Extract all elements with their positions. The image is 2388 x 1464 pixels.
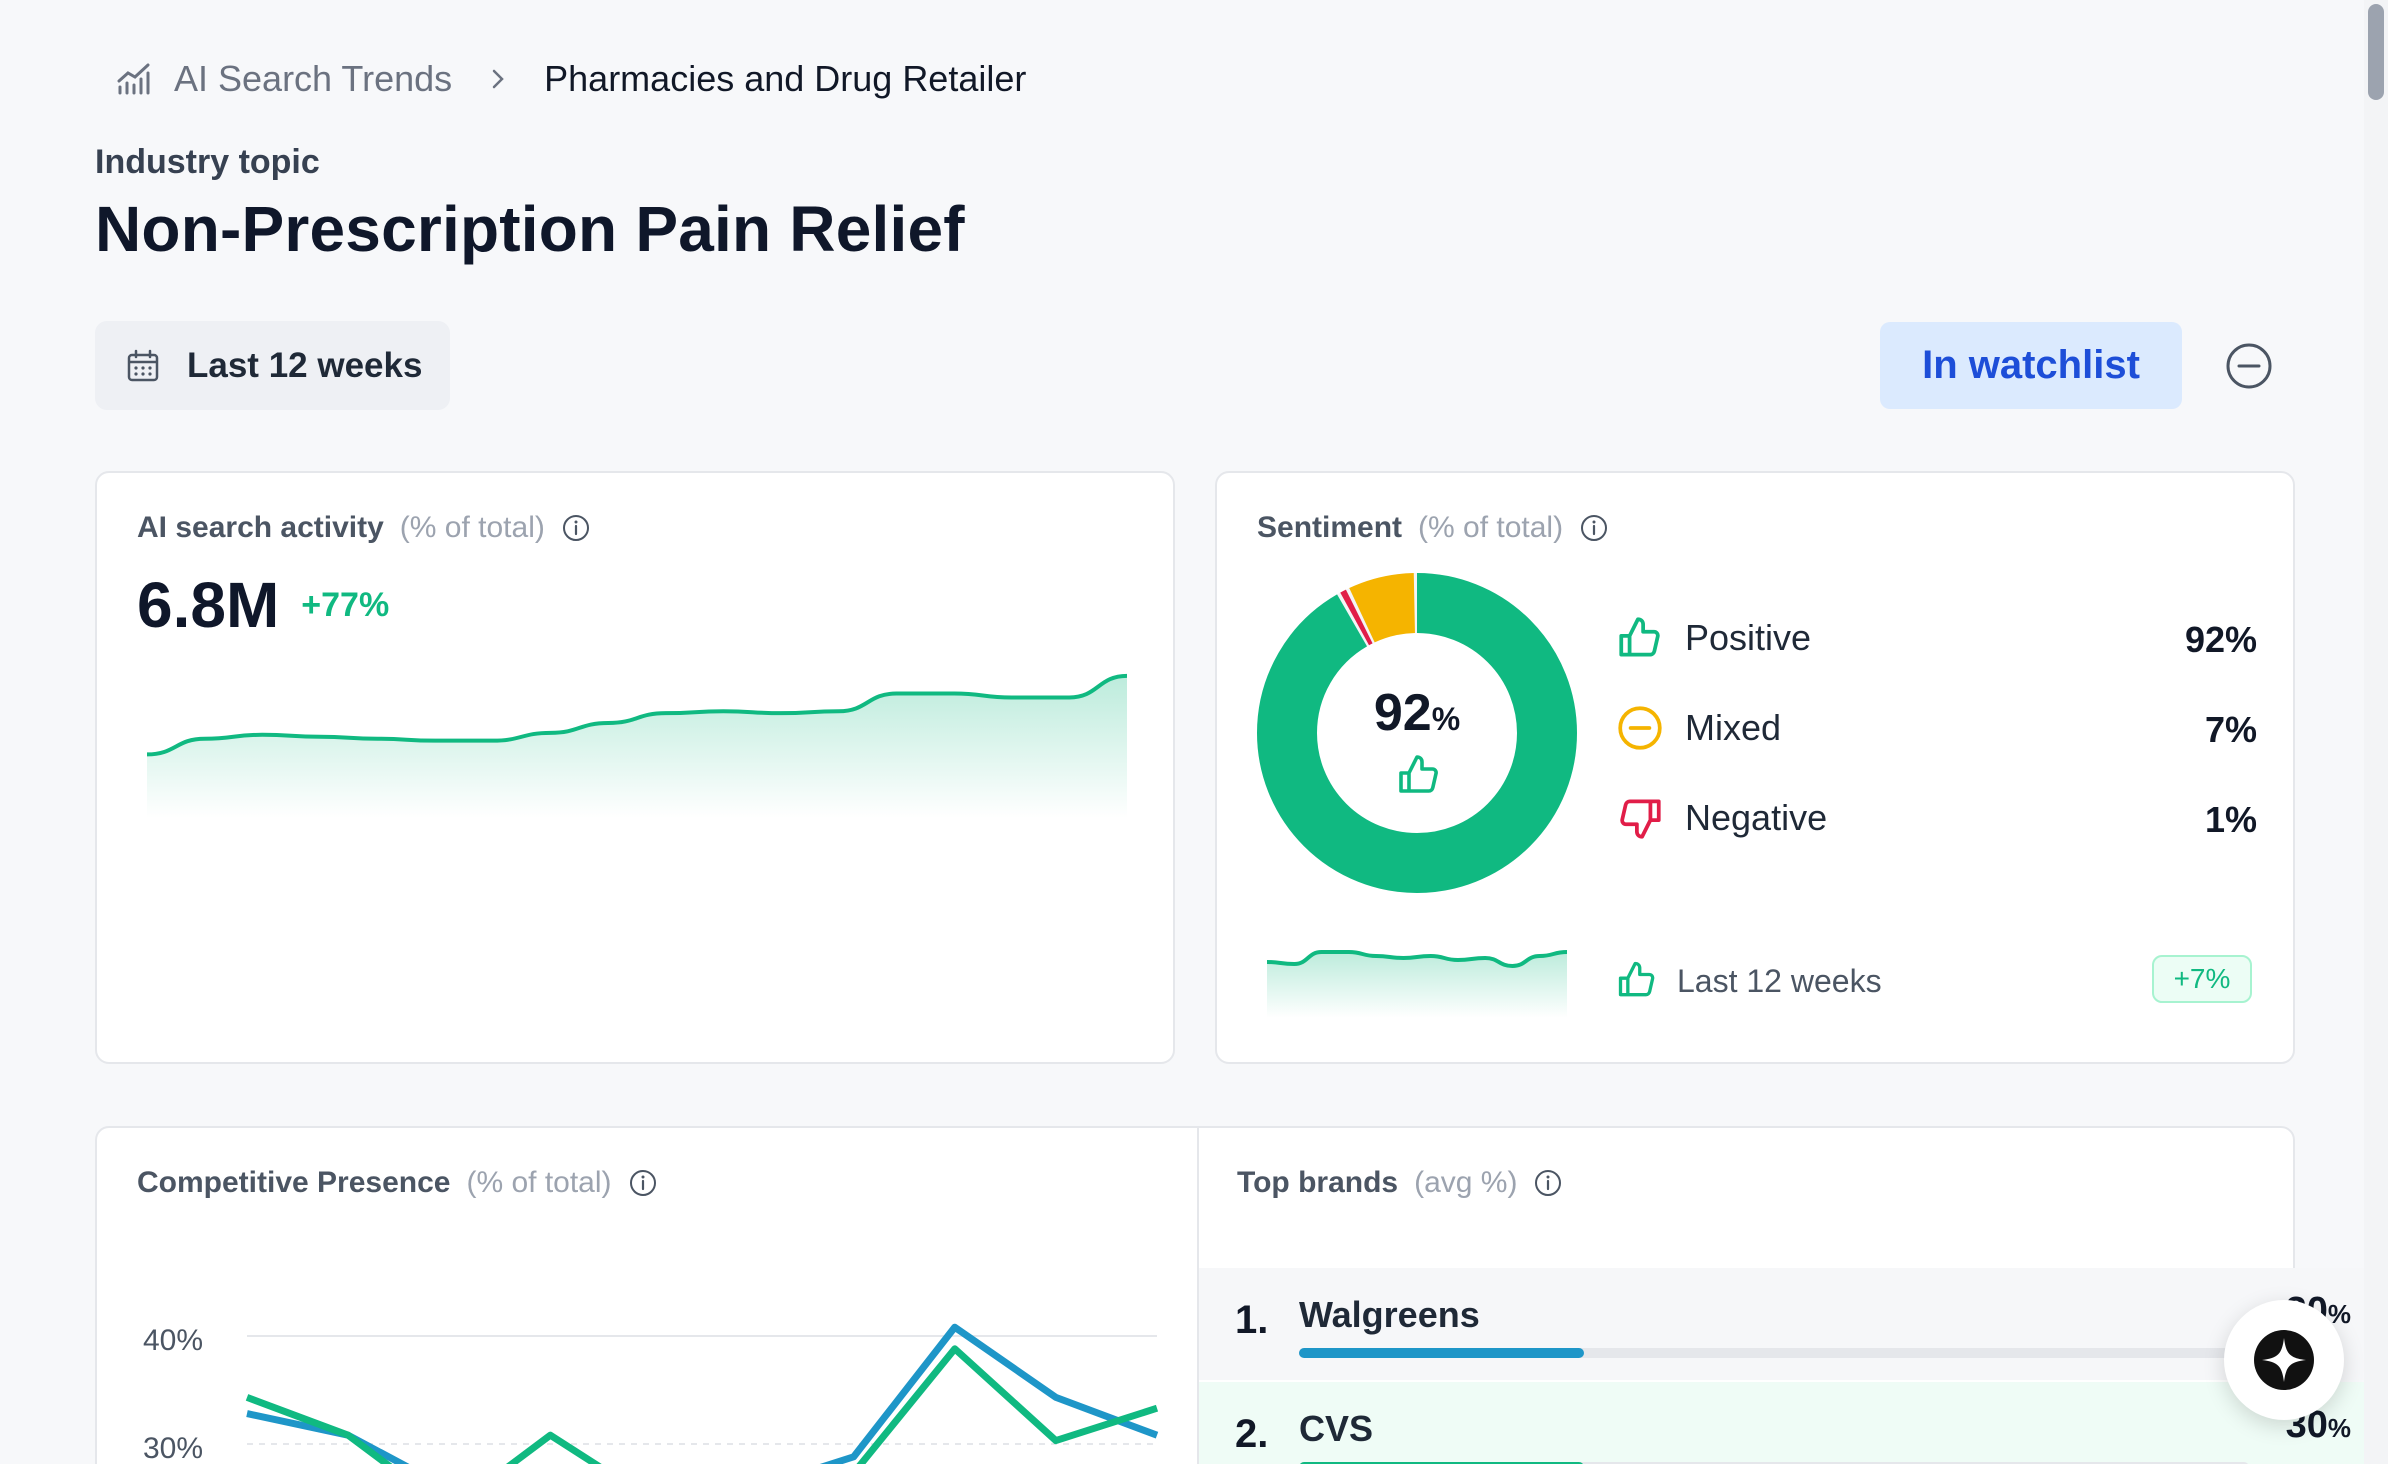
sentiment-legend-value: 1% [2204,799,2257,840]
sentiment-delta-badge: +7% [2152,955,2252,1003]
assistant-button[interactable] [2224,1300,2344,1420]
info-icon[interactable] [561,513,591,543]
page-title: Non-Prescription Pain Relief [95,193,965,265]
competitive-card-label: Competitive Presence [137,1166,451,1199]
breadcrumb-root-link[interactable]: AI Search Trends [174,58,453,99]
competitive-line-chart: 40% 30% [143,1323,1159,1464]
sentiment-center-number: 92 [1373,684,1432,742]
top-brands-sub: (avg %) [1414,1166,1518,1199]
activity-trend-chart [147,673,1127,818]
brand-rank: 2. [1235,1412,1269,1456]
date-range-label: Last 12 weeks [187,345,423,385]
sentiment-card-header: Sentiment (% of total) [1257,511,1609,545]
trend-chart-icon [117,63,150,95]
brand-share-fill [1299,1462,1584,1464]
trend-area [147,675,1127,818]
y-tick-label: 30% [143,1432,203,1464]
competitive-presence-card: Competitive Presence (% of total) 40% 30%… [95,1126,2388,1464]
brand-rank: 1. [1235,1298,1269,1342]
breadcrumb: AI Search Trends Pharmacies and Drug Ret… [114,58,1026,100]
scrollbar-thumb[interactable] [2368,4,2384,100]
sentiment-legend-value: 7% [2204,709,2257,750]
top-brands-header: Top brands (avg %) [1237,1166,1563,1200]
top-brands-label: Top brands [1237,1166,1399,1199]
sentiment-legend-label: Negative [1685,797,1828,838]
page-scrollbar[interactable] [2364,0,2388,1464]
brand-share-bar [1299,1462,2249,1464]
competitive-card-sub: (% of total) [466,1166,612,1199]
brand-row-walgreens[interactable]: 1. Walgreens 30% [1199,1268,2388,1380]
series-line-0 [246,1323,1159,1464]
brand-share-fill [1299,1348,1584,1358]
info-icon[interactable] [1533,1168,1563,1198]
brand-value-unit: % [2327,1413,2351,1443]
breadcrumb-current: Pharmacies and Drug Retailer [544,58,1027,99]
activity-delta: +77% [301,585,390,624]
thumbs-up-icon [1619,617,1660,657]
trend-area [1267,952,1567,1018]
thumbs-up-icon [1399,755,1438,793]
brand-value-unit: % [2327,1299,2351,1329]
ai-search-activity-card: AI search activity (% of total) 6.8M +77… [95,471,1175,1064]
card-divider [1197,1128,1199,1464]
activity-card-sub: (% of total) [399,511,545,544]
sentiment-footer-label: Last 12 weeks [1677,963,1882,999]
thumbs-down-icon [1620,799,1661,839]
sentiment-legend-value: 92% [2184,619,2257,660]
activity-card-label: AI search activity [137,511,384,544]
sentiment-legend-positive: Positive [1615,613,1811,663]
brand-name: Walgreens [1299,1294,1480,1335]
sentiment-legend-label: Mixed [1685,707,1782,748]
date-range-button[interactable]: Last 12 weeks [95,321,450,410]
series-line-1 [245,1345,1159,1464]
info-icon[interactable] [1579,513,1609,543]
calendar-icon [127,349,159,381]
sentiment-center-unit: % [1431,701,1461,737]
sentiment-card: Sentiment (% of total) 92% Last 12 weeks… [1215,471,2295,1064]
activity-card-header: AI search activity (% of total) [137,511,591,545]
page-eyebrow: Industry topic [95,143,320,181]
y-tick-label: 40% [143,1324,203,1357]
thumbs-up-icon [1618,961,1655,997]
brand-row-cvs[interactable]: 2. CVS 30% [1199,1382,2388,1464]
remove-circle-icon[interactable] [2224,341,2274,391]
sentiment-card-label: Sentiment [1257,511,1403,544]
trend-line [1267,950,1567,969]
competitive-card-header: Competitive Presence (% of total) [137,1166,658,1200]
sentiment-legend-negative: Negative [1615,793,1827,843]
minus-circle-icon [1618,706,1662,750]
watchlist-button[interactable]: In watchlist [1880,322,2182,409]
sentiment-center-value: 92% [1257,683,1577,743]
sentiment-legend-mixed: Mixed [1615,703,1781,753]
sparkle-icon [2254,1330,2314,1390]
brand-name: CVS [1299,1408,1374,1449]
activity-value: 6.8M [137,569,280,641]
chevron-right-icon [492,69,504,89]
sentiment-trend-chart [1267,950,1567,1018]
brand-share-bar [1299,1348,2249,1358]
sentiment-donut-chart [1257,573,1577,893]
donut-slice-positive [1257,573,1577,893]
sentiment-card-sub: (% of total) [1418,511,1564,544]
sentiment-legend-label: Positive [1685,617,1812,658]
info-icon[interactable] [628,1168,658,1198]
trend-line [147,673,1127,757]
